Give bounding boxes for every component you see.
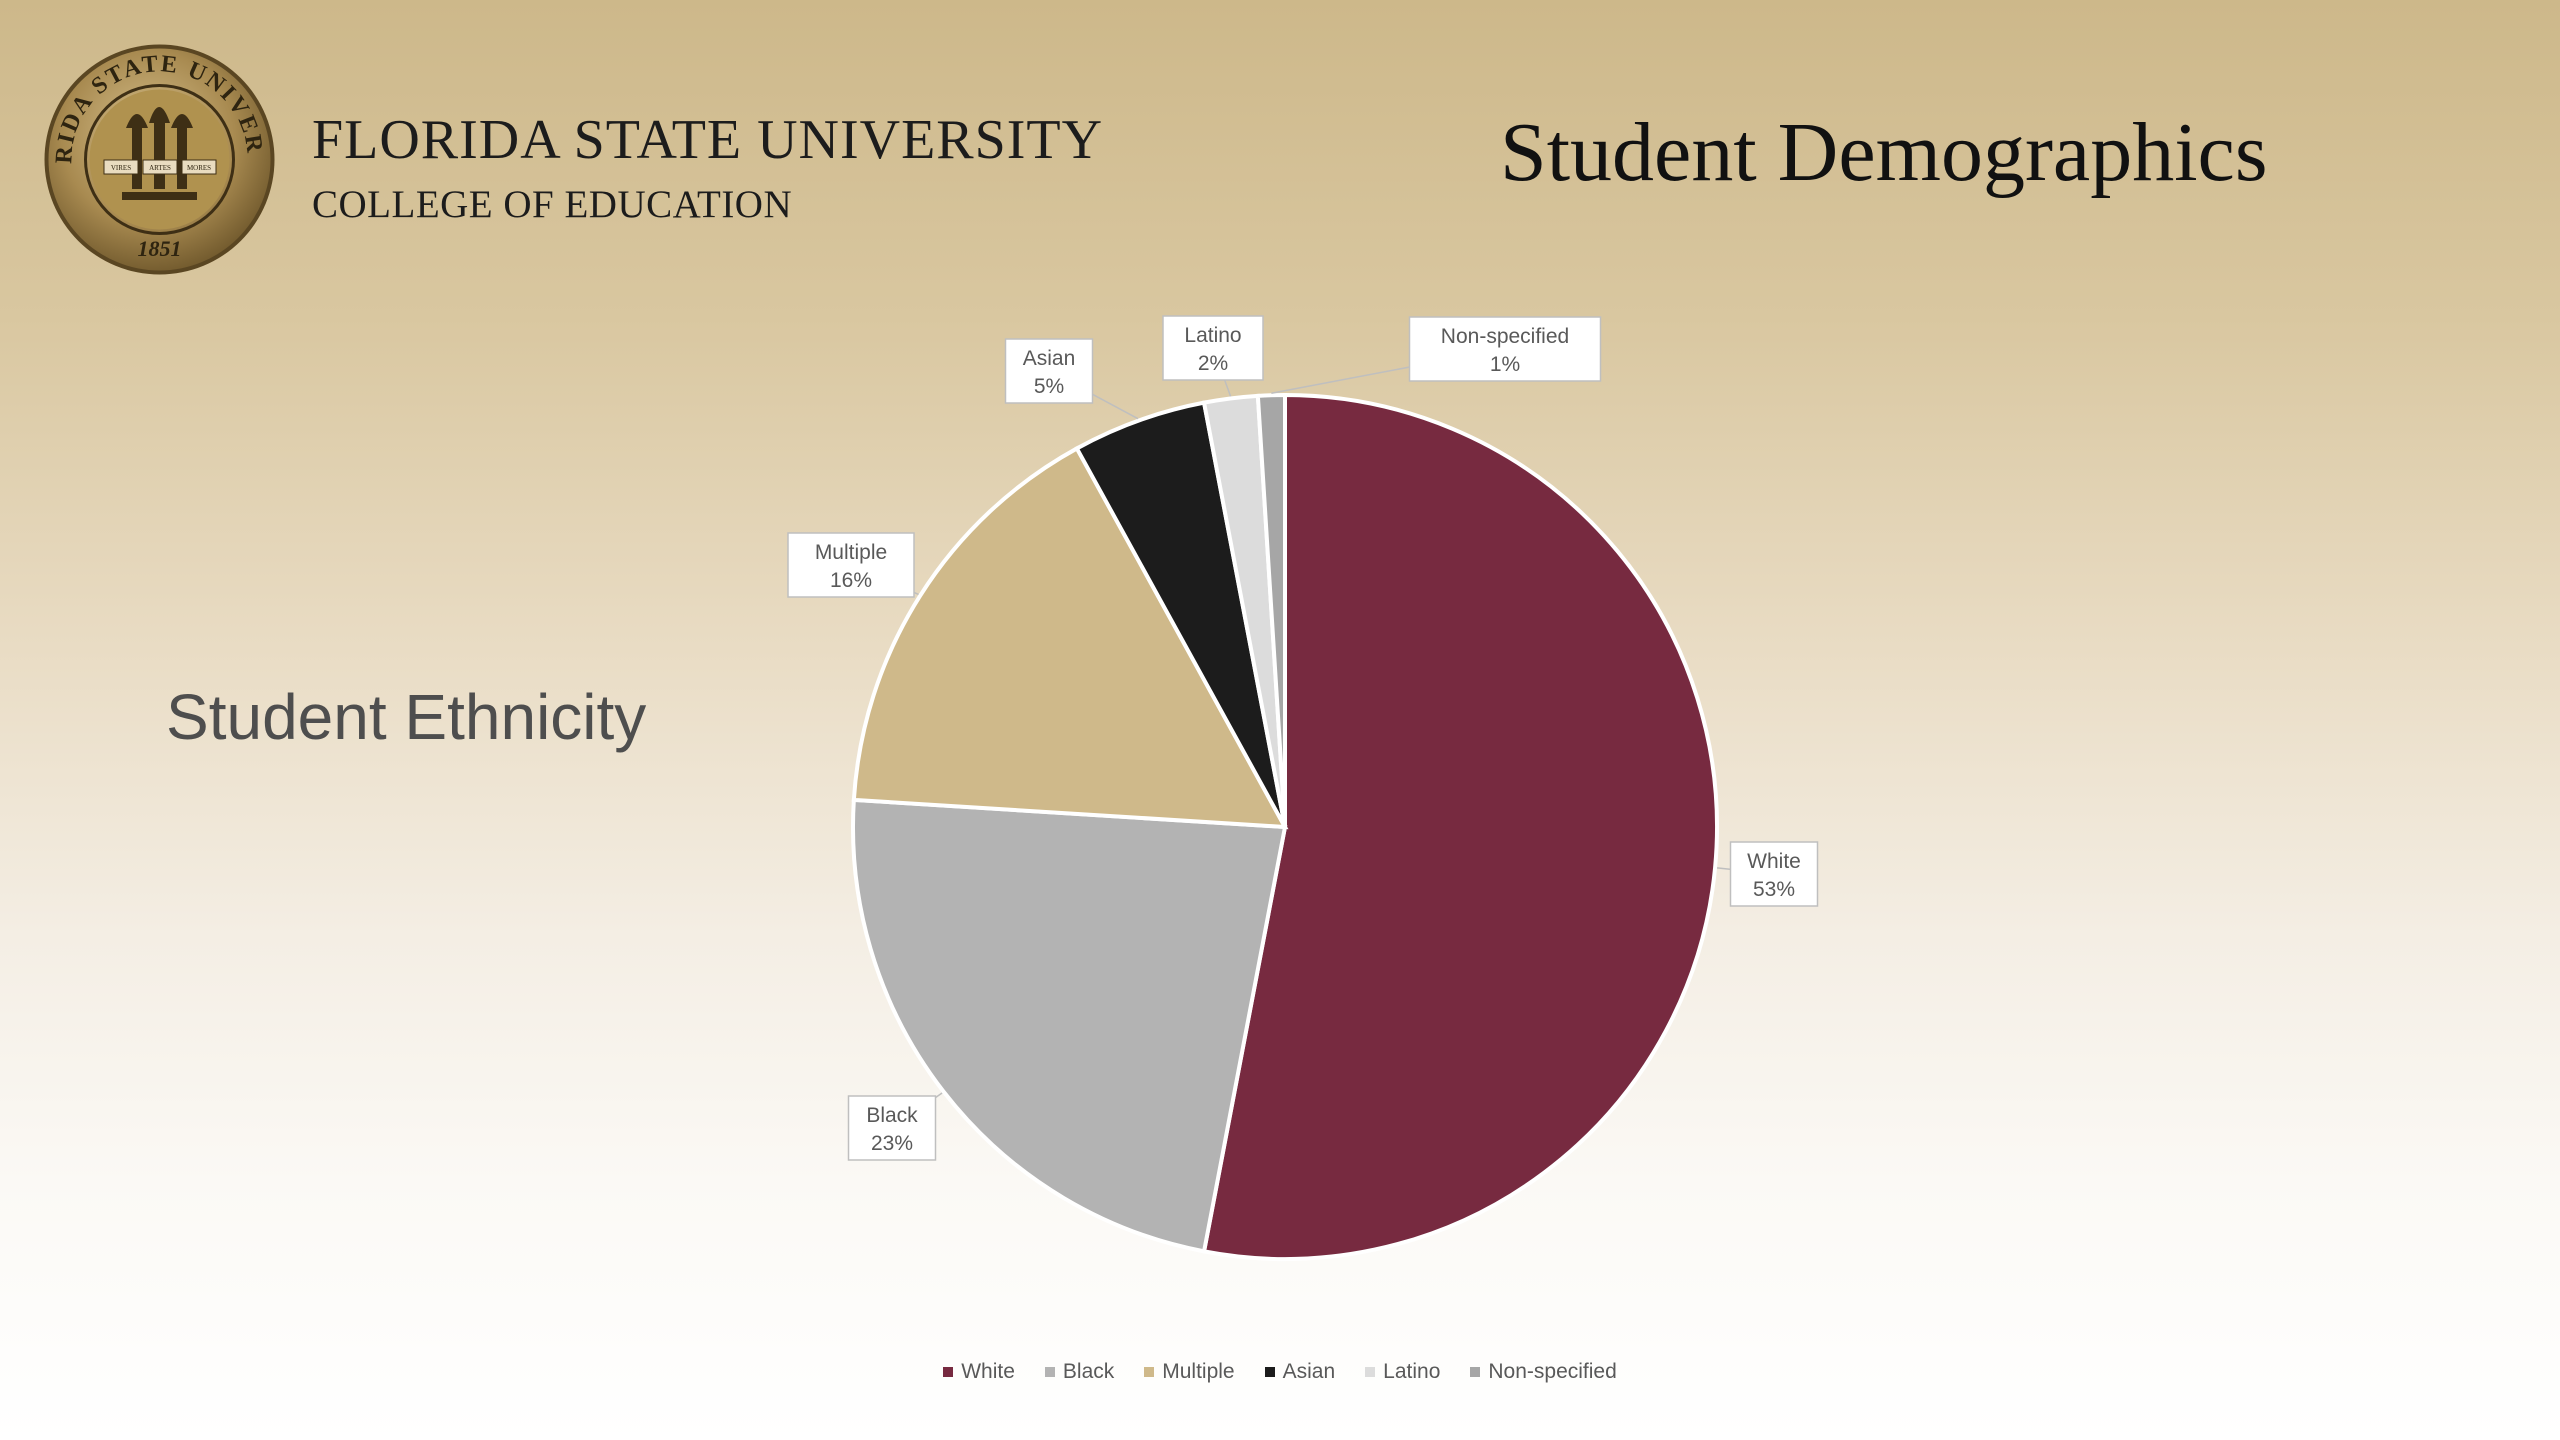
label-box-black — [847, 1095, 937, 1161]
data-label-latino: Latino 2% — [1162, 315, 1264, 397]
label-value-multiple: 16% — [830, 569, 872, 592]
legend-item-non-specified: Non-specified — [1470, 1360, 1617, 1384]
label-box-white — [1729, 841, 1819, 907]
label-value-asian: 5% — [1034, 375, 1064, 398]
legend-label-asian: Asian — [1282, 1360, 1336, 1383]
data-label-multiple: Multiple 16% — [787, 532, 919, 598]
legend-item-asian: Asian — [1264, 1360, 1336, 1384]
label-value-latino: 2% — [1198, 352, 1228, 375]
seal-year: 1851 — [138, 236, 182, 261]
pie-slice-multiple — [851, 445, 1289, 830]
legend-label-non-specified: Non-specified — [1488, 1360, 1617, 1383]
legend-swatch-non-specified — [1470, 1367, 1481, 1377]
section-title: Student Ethnicity — [166, 681, 647, 753]
label-name-multiple: Multiple — [815, 541, 887, 564]
legend-swatch-black — [1044, 1367, 1055, 1377]
label-name-latino: Latino — [1184, 324, 1241, 347]
pie-slice-black — [851, 797, 1288, 1254]
legend-swatch-multiple — [1144, 1367, 1155, 1377]
label-name-non-specified: Non-specified — [1441, 325, 1569, 348]
data-label-non-specified: Non-specified 1% — [1271, 316, 1602, 394]
legend-swatch-asian — [1264, 1367, 1275, 1377]
university-seal: FLORIDA STATE UNIVERSITY 1851 VIRES ARTE… — [42, 42, 275, 275]
legend-item-black: Black — [1044, 1360, 1115, 1384]
label-name-black: Black — [866, 1104, 918, 1127]
label-box-latino — [1162, 315, 1264, 381]
legend-label-latino: Latino — [1383, 1360, 1441, 1383]
data-label-asian: Asian 5% — [1004, 338, 1139, 420]
chart-legend: White Black Multiple Asian Latino Non-specifi… — [0, 1360, 2560, 1384]
label-box-asian — [1004, 338, 1094, 404]
legend-label-white: White — [961, 1360, 1015, 1383]
legend-label-black: Black — [1062, 1360, 1115, 1383]
college-name: COLLEGE OF EDUCATION — [312, 183, 793, 226]
legend-item-multiple: Multiple — [1144, 1360, 1235, 1384]
university-name: FLORIDA STATE UNIVERSITY — [312, 109, 1104, 171]
data-label-black: Black 23% — [847, 1092, 943, 1161]
label-value-white: 53% — [1753, 878, 1795, 901]
label-box-multiple — [787, 532, 915, 598]
label-box-non-specified — [1408, 316, 1602, 382]
legend-item-latino: Latino — [1365, 1360, 1440, 1384]
pie-slice-white — [1201, 392, 1719, 1261]
label-name-asian: Asian — [1023, 347, 1076, 370]
legend-label-multiple: Multiple — [1162, 1360, 1235, 1383]
slide-title: Student Demographics — [1500, 106, 2268, 199]
seal-banner-3: MORES — [187, 164, 211, 172]
label-value-non-specified: 1% — [1490, 353, 1520, 376]
seal-banner-2: ARTES — [149, 164, 171, 172]
legend-swatch-white — [943, 1367, 954, 1377]
label-value-black: 23% — [871, 1132, 913, 1155]
legend-item-white: White — [943, 1360, 1015, 1384]
seal-banner-1: VIRES — [111, 164, 131, 172]
label-name-white: White — [1747, 850, 1801, 873]
data-label-white: White 53% — [1716, 841, 1819, 907]
legend-swatch-latino — [1365, 1367, 1376, 1377]
pie-slice-non-specified — [1255, 392, 1287, 828]
